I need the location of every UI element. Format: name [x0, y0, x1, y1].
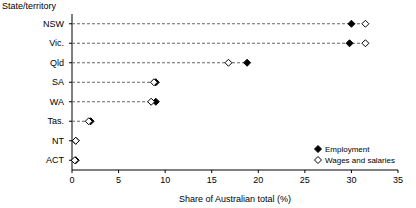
y-tick-label: NSW	[43, 19, 65, 29]
x-tick	[165, 170, 166, 173]
x-tick-label: 10	[160, 175, 170, 185]
y-tick	[69, 121, 72, 122]
x-tick	[72, 170, 73, 173]
legend-label: Employment	[325, 145, 370, 154]
guide-line	[72, 62, 247, 63]
guide-line	[72, 43, 365, 44]
y-tick-label: Vic.	[49, 38, 64, 48]
x-tick	[398, 170, 399, 173]
legend-label: Wages and salaries	[325, 156, 395, 165]
y-tick	[69, 82, 72, 83]
data-point	[362, 40, 369, 47]
data-point	[72, 157, 79, 164]
data-point	[348, 20, 355, 27]
y-tick-label: ACT	[46, 155, 65, 165]
y-tick-label: WA	[50, 97, 64, 107]
y-axis-line	[72, 14, 73, 170]
x-tick-label: 25	[300, 175, 310, 185]
x-tick-label: 5	[116, 175, 121, 185]
x-tick	[304, 170, 305, 173]
x-tick	[211, 170, 212, 173]
legend-marker	[315, 146, 322, 153]
y-tick	[69, 43, 72, 44]
data-point	[72, 137, 79, 144]
x-tick	[351, 170, 352, 173]
y-tick-label: SA	[52, 77, 64, 87]
x-tick	[118, 170, 119, 173]
legend-marker	[315, 157, 322, 164]
y-tick	[69, 140, 72, 141]
x-axis-line	[72, 170, 398, 171]
data-point	[244, 59, 251, 66]
x-tick-label: 0	[69, 175, 74, 185]
data-point	[85, 118, 92, 125]
x-tick-label: 35	[393, 175, 403, 185]
x-axis-title: Share of Australian total (%)	[179, 194, 291, 204]
y-axis-title: State/territory	[2, 1, 57, 11]
marks	[71, 20, 369, 164]
data-point	[225, 59, 232, 66]
y-tick	[69, 23, 72, 24]
guide-line	[72, 101, 156, 102]
data-point	[362, 20, 369, 27]
y-tick-label: NT	[52, 136, 64, 146]
y-tick-label: Tas.	[47, 116, 64, 126]
data-point	[148, 98, 155, 105]
data-point	[150, 79, 157, 86]
y-tick	[69, 62, 72, 63]
x-tick-label: 20	[253, 175, 263, 185]
guide-line	[72, 82, 156, 83]
chart: State/territory 0 5 10 15 20 25 30 35 Share of Au…	[0, 0, 416, 208]
y-tick	[69, 160, 72, 161]
y-tick	[69, 101, 72, 102]
data-point	[346, 40, 353, 47]
guide-line	[72, 23, 365, 24]
data-point	[71, 157, 78, 164]
data-point	[72, 137, 79, 144]
x-tick	[258, 170, 259, 173]
x-tick-label: 15	[207, 175, 217, 185]
y-tick-label: Qld	[50, 58, 64, 68]
x-tick-label: 30	[346, 175, 356, 185]
